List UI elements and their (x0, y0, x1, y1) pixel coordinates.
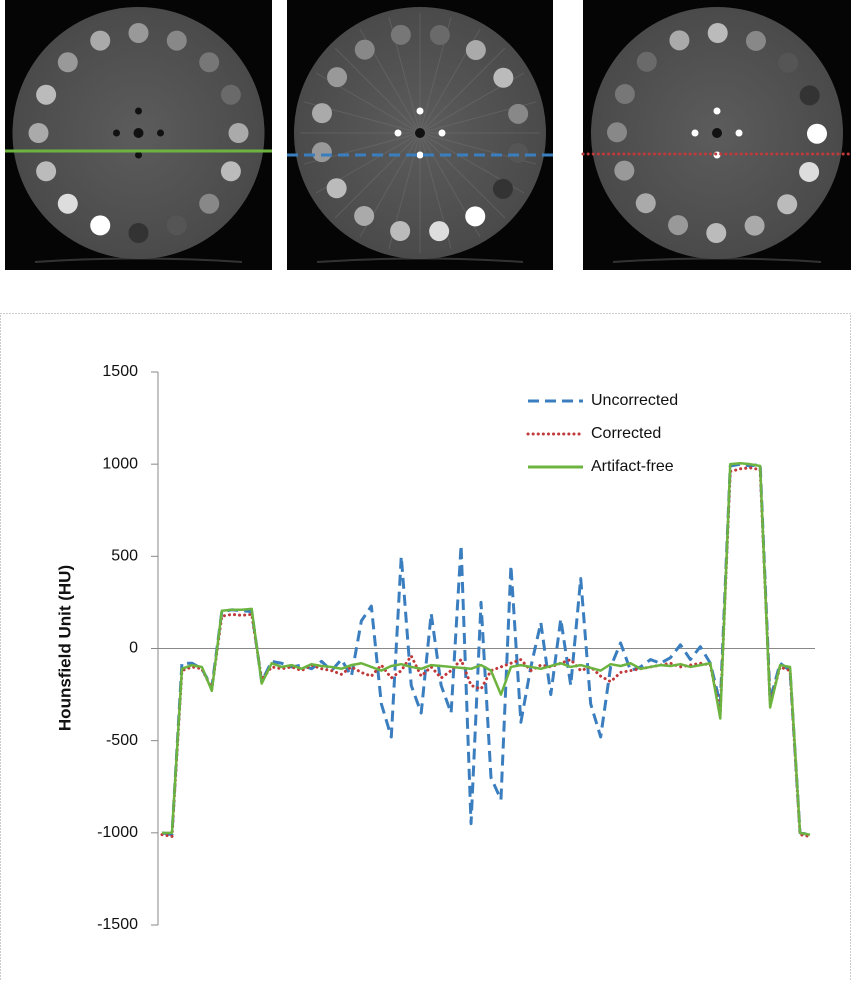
y-tick-label: 1000 (102, 455, 138, 472)
y-tick-label: 0 (129, 640, 138, 657)
ct-insert (691, 129, 699, 137)
ct-rod (166, 30, 187, 51)
ct-rod (220, 161, 241, 182)
y-tick-label: 500 (111, 548, 138, 565)
ct-rod (777, 194, 798, 215)
ct-rod (614, 160, 635, 181)
ct-streak (419, 132, 506, 219)
ct-panels (5, 0, 851, 270)
ct-rod (707, 23, 728, 44)
ct-rod (354, 39, 375, 60)
ct-rod (36, 84, 57, 105)
ct-rod (166, 215, 187, 236)
ct-insert (135, 151, 142, 159)
ct-rod (354, 205, 375, 226)
ct-insert (416, 151, 424, 159)
ct-rod (90, 215, 111, 236)
ct-streak (419, 47, 506, 134)
ct-rod (199, 52, 220, 73)
ct-rod (429, 221, 450, 242)
ct-insert (735, 129, 743, 137)
ct-rod (311, 103, 332, 124)
ct-rod (327, 67, 348, 88)
legend-label: Artifact-free (591, 458, 674, 475)
ct-rod (28, 123, 49, 143)
y-tick-label: 1500 (102, 363, 138, 380)
ct-rod (706, 222, 727, 243)
ct-rod (669, 30, 690, 51)
ct-rod (668, 215, 689, 236)
ct-rod (390, 24, 411, 45)
ct-rod (799, 85, 820, 106)
series-line (160, 466, 812, 839)
ct-rod (806, 123, 827, 144)
ct-rod (36, 161, 57, 182)
ct-rod (90, 30, 111, 51)
ct-rod (492, 178, 513, 199)
ct-rod (128, 23, 149, 43)
ct-rod (778, 52, 799, 73)
ct-rod (465, 40, 486, 61)
y-tick-label: -1000 (97, 824, 138, 841)
ct-rod (311, 142, 332, 163)
ct-insert (438, 129, 446, 137)
ct-rod (220, 84, 241, 105)
y-axis-label: Hounsfield Unit (HU) (55, 565, 74, 731)
ct-rod (199, 193, 220, 214)
series-line (162, 461, 811, 836)
plot: -1500 -1000 -500 0 500 1000 1500 Uncorrected Cor… (97, 363, 815, 933)
legend-label: Corrected (591, 425, 661, 442)
ct-rod (508, 103, 529, 124)
legend-label: Uncorrected (591, 392, 678, 409)
ct-rod (57, 193, 78, 214)
ct-streak (334, 132, 421, 219)
ct-rod (429, 24, 450, 45)
ct-rod (508, 142, 529, 163)
ct-rod (745, 30, 766, 51)
ct-rod (465, 206, 486, 227)
ct-insert (713, 107, 721, 115)
ct-rod (636, 51, 657, 72)
ct-insert (416, 107, 424, 115)
ct-insert (394, 129, 402, 137)
ct-rod (128, 223, 149, 243)
ct-insert (712, 128, 722, 138)
ct-rod (228, 123, 249, 143)
y-tick-label: -500 (106, 732, 138, 749)
ct-rod (390, 221, 411, 242)
ct-insert (135, 107, 142, 115)
ct-insert (157, 129, 164, 137)
ct-rod (326, 178, 347, 199)
ct-rod (57, 52, 78, 73)
ct-insert (415, 128, 425, 138)
ct-rod (493, 67, 514, 88)
ct-rod (635, 193, 656, 214)
ct-rod (744, 215, 765, 236)
ct-rod (607, 122, 628, 143)
ct-streak (334, 47, 421, 134)
ct-insert (133, 128, 144, 138)
ct-insert (113, 129, 120, 137)
y-tick-label: -1500 (97, 916, 138, 933)
ct-rod (799, 161, 820, 182)
ct-rod (614, 84, 635, 105)
series-line (161, 462, 811, 837)
